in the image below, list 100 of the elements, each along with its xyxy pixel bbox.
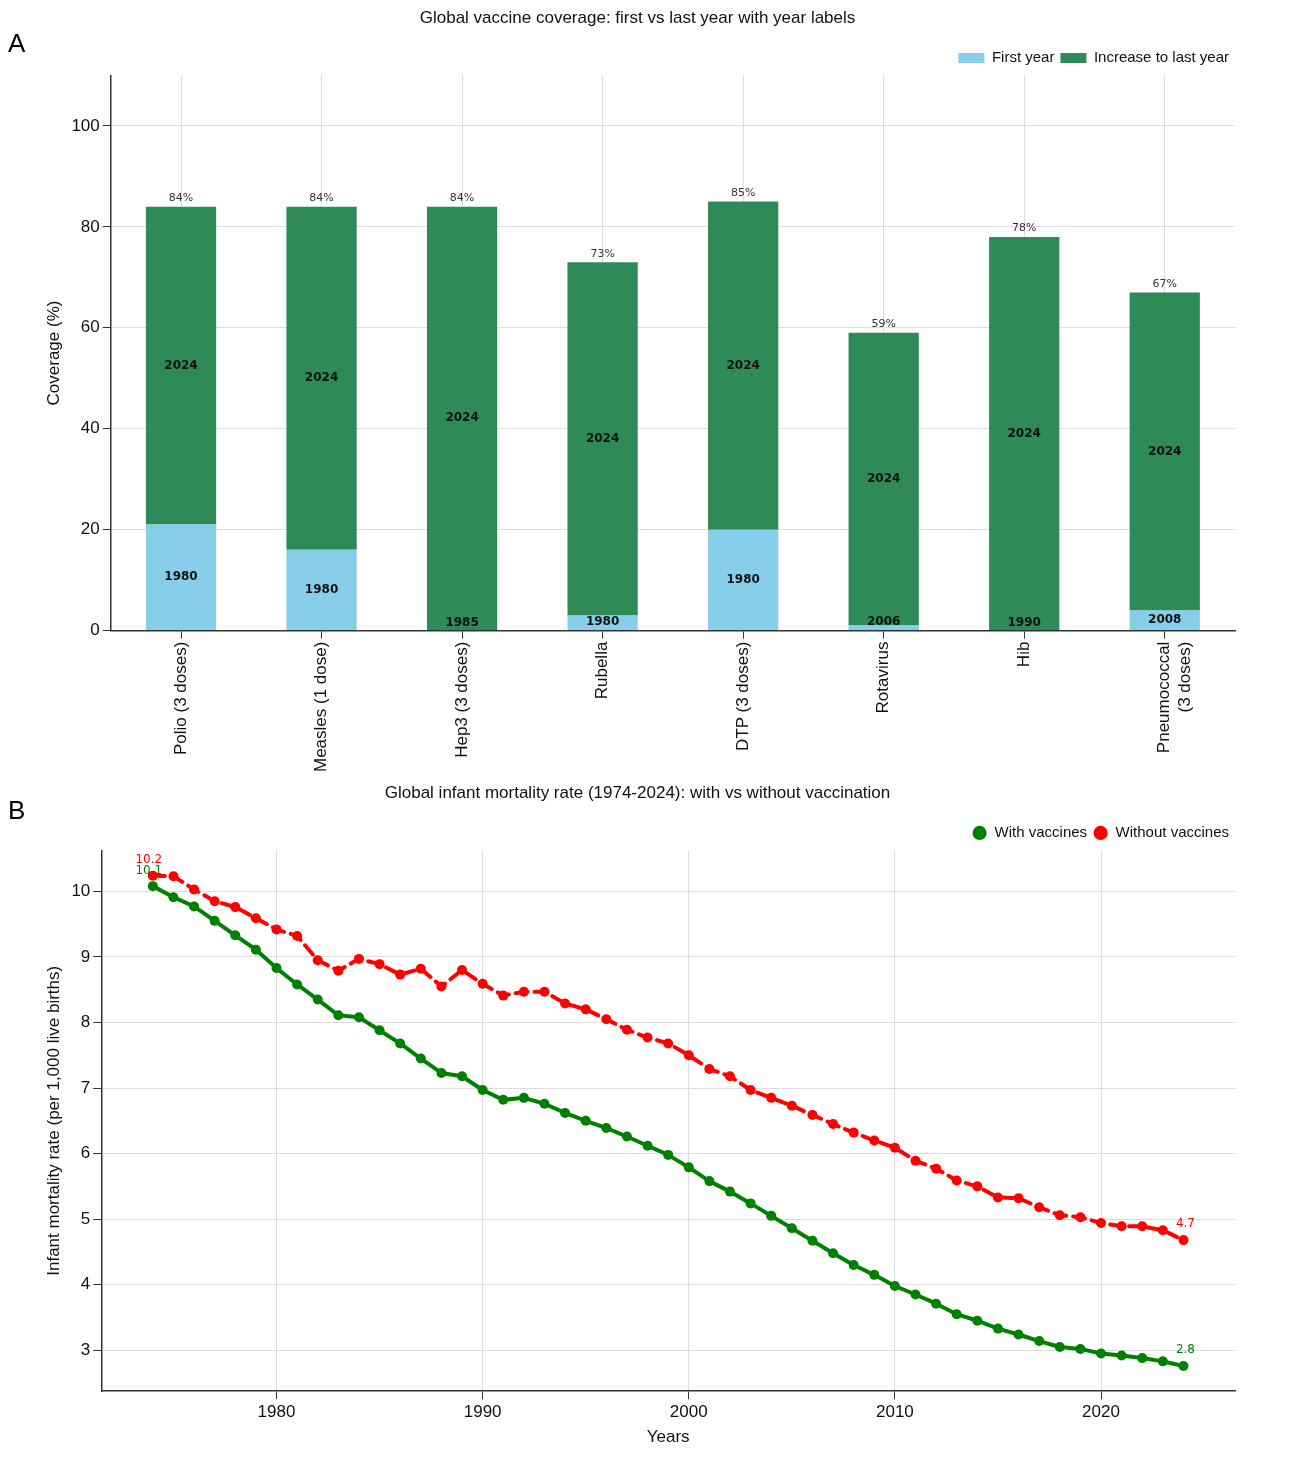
point <box>333 965 344 976</box>
point <box>621 1024 632 1035</box>
point <box>271 963 282 974</box>
point <box>353 953 364 964</box>
point <box>828 1248 839 1259</box>
point <box>436 981 447 992</box>
point <box>1054 1341 1065 1352</box>
x-tick-label: Measles (1 dose) <box>311 641 331 772</box>
data-label: 10.2 <box>135 851 163 866</box>
y-axis-title: Coverage (%) <box>43 300 63 406</box>
bar <box>286 206 357 550</box>
point <box>353 1012 364 1023</box>
total-label: 73% <box>590 246 615 260</box>
annotation: 1980 <box>304 582 339 597</box>
total-label: 84% <box>309 190 334 204</box>
y-tick-label: 9 <box>80 946 91 966</box>
bar <box>708 201 779 530</box>
point <box>477 1084 488 1095</box>
point <box>889 1142 900 1153</box>
point <box>395 1038 406 1049</box>
total-label: 67% <box>1152 276 1177 290</box>
point <box>189 884 200 895</box>
point <box>931 1298 942 1309</box>
point <box>292 979 303 990</box>
annotation: 2024 <box>164 357 198 372</box>
point <box>766 1092 777 1103</box>
point <box>828 1119 839 1130</box>
point <box>869 1135 880 1146</box>
legend-label: With vaccines <box>994 823 1088 841</box>
x-tick-label: 1990 <box>463 1402 502 1422</box>
point <box>580 1115 591 1126</box>
point <box>745 1198 756 1209</box>
text: B <box>8 795 26 826</box>
point <box>869 1269 880 1280</box>
point <box>601 1014 612 1025</box>
point <box>1054 1210 1065 1221</box>
point <box>601 1123 612 1134</box>
point <box>250 913 261 924</box>
point <box>271 924 282 935</box>
x-tick-label: DTP (3 doses) <box>732 641 752 751</box>
x-tick-label: 2000 <box>669 1402 708 1422</box>
point <box>848 1127 859 1138</box>
point <box>395 969 406 980</box>
point <box>910 1155 921 1166</box>
point <box>168 871 179 882</box>
point <box>1137 1221 1148 1232</box>
y-tick-label: 10 <box>71 881 91 901</box>
y-tick-label: 5 <box>80 1208 91 1228</box>
annotation: 1985 <box>445 614 479 629</box>
annotation: 2006 <box>866 614 901 629</box>
point <box>910 1289 921 1300</box>
y-tick-label: 8 <box>80 1012 91 1032</box>
point <box>1034 1336 1045 1347</box>
data-label: 4.7 <box>1175 1216 1196 1231</box>
x-tick-label: Hib <box>1013 641 1033 668</box>
bar <box>286 549 357 631</box>
x-tick-label: Pneumococcal (3 doses) <box>1154 641 1194 754</box>
point <box>848 1260 859 1271</box>
point <box>457 1071 468 1082</box>
point <box>539 1098 550 1109</box>
text: A <box>8 28 26 59</box>
point <box>498 990 509 1001</box>
annotation: 2024 <box>585 430 620 445</box>
y-tick-label: 4 <box>80 1274 91 1294</box>
total-label: 84% <box>168 190 194 204</box>
chart-title: Global vaccine coverage: first vs last year with year labels <box>419 7 856 27</box>
legend-label: Increase to last year <box>1093 48 1230 66</box>
annotation: 2024 <box>304 370 339 385</box>
point <box>147 881 158 892</box>
legend-label: First year <box>991 48 1055 66</box>
point <box>663 1038 674 1049</box>
point <box>518 986 529 997</box>
point <box>1075 1212 1086 1223</box>
x-tick-label: 2020 <box>1082 1402 1120 1422</box>
point <box>972 1181 983 1192</box>
y-tick-label: 20 <box>80 519 100 539</box>
point <box>1075 1343 1086 1354</box>
point <box>539 986 550 997</box>
point <box>642 1032 653 1043</box>
point <box>724 1071 735 1082</box>
point <box>230 930 241 941</box>
point <box>580 1004 591 1015</box>
point <box>1157 1225 1168 1236</box>
point <box>951 1175 962 1186</box>
point <box>724 1186 735 1197</box>
point <box>230 902 241 913</box>
point <box>704 1064 715 1075</box>
point <box>1096 1218 1107 1229</box>
point <box>1178 1235 1189 1246</box>
point <box>807 1235 818 1246</box>
y-tick-label: 80 <box>80 216 100 236</box>
annotation: 2024 <box>445 410 479 425</box>
point <box>992 1323 1003 1334</box>
bar <box>145 206 217 525</box>
point <box>1157 1356 1168 1367</box>
point <box>312 955 323 966</box>
bar <box>426 206 498 631</box>
point <box>704 1176 715 1187</box>
bar <box>708 529 779 631</box>
point <box>1096 1348 1107 1359</box>
